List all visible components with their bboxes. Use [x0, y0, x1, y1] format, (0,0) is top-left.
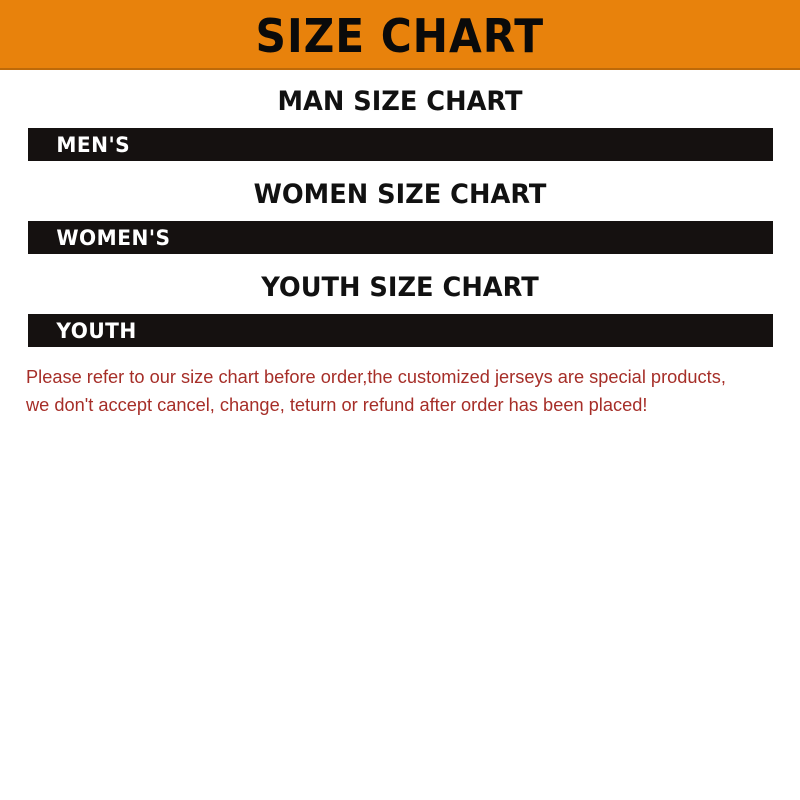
- youth-table-head: YOUTH: [27, 314, 773, 347]
- table-header-row: WOMEN'S: [27, 221, 773, 254]
- man-size-chart-section: MAN SIZE CHART MEN'S: [0, 70, 800, 161]
- page-title: SIZE CHART: [255, 9, 545, 63]
- women-header-label: WOMEN'S: [55, 225, 170, 250]
- man-table-wrap: MEN'S: [27, 128, 773, 161]
- women-size-chart-section: WOMEN SIZE CHART WOMEN'S: [0, 161, 800, 254]
- women-table-wrap: WOMEN'S: [27, 221, 773, 254]
- youth-header-label: YOUTH: [55, 318, 137, 343]
- youth-table-wrap: YOUTH: [27, 314, 773, 347]
- disclaimer-note: Please refer to our size chart before or…: [26, 363, 763, 419]
- youth-size-chart-section: YOUTH SIZE CHART YOUTH: [0, 254, 800, 347]
- disclaimer-line-2: we don't accept cancel, change, teturn o…: [26, 393, 648, 415]
- man-table-head: MEN'S: [27, 128, 773, 161]
- man-section-title: MAN SIZE CHART: [277, 86, 523, 117]
- women-section-title: WOMEN SIZE CHART: [253, 179, 547, 210]
- women-size-table: WOMEN'S: [27, 221, 773, 254]
- youth-size-table: YOUTH: [27, 314, 773, 347]
- disclaimer-line-1: Please refer to our size chart before or…: [26, 366, 726, 387]
- page-banner: SIZE CHART: [0, 0, 800, 70]
- man-header-label: MEN'S: [55, 132, 130, 157]
- table-header-row: YOUTH: [27, 314, 773, 347]
- table-header-row: MEN'S: [27, 128, 773, 161]
- man-size-table: MEN'S: [27, 128, 773, 161]
- women-table-head: WOMEN'S: [27, 221, 773, 254]
- youth-section-title: YOUTH SIZE CHART: [261, 272, 539, 303]
